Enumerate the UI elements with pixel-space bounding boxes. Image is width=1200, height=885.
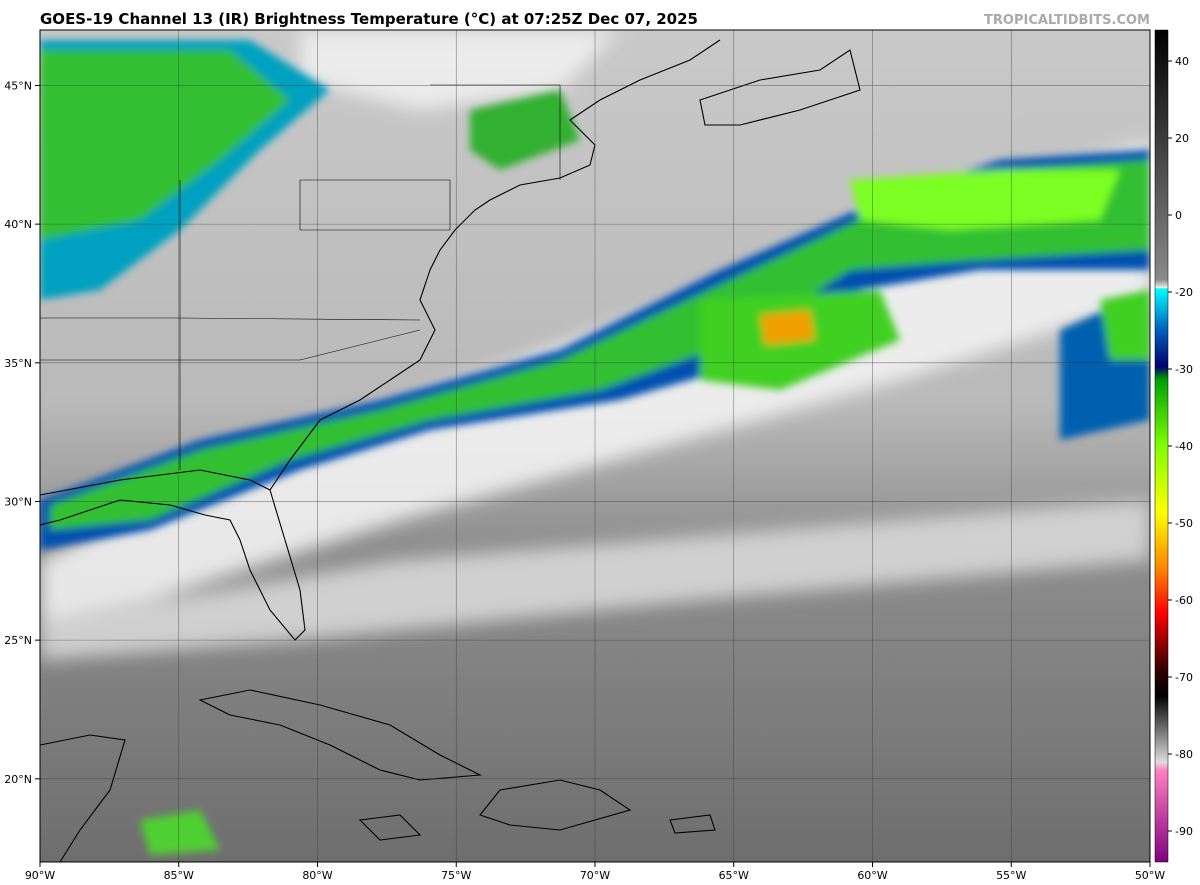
colorbar-label: -30: [1175, 363, 1193, 376]
lat-label: 35°N: [4, 357, 32, 370]
map: [40, 30, 1150, 862]
colorbar-label: -70: [1175, 671, 1193, 684]
lat-label: 20°N: [4, 773, 32, 786]
lat-label: 30°N: [4, 495, 32, 508]
colorbar-label: -20: [1175, 286, 1193, 299]
lon-label: 50°W: [1135, 869, 1165, 882]
lon-label: 60°W: [857, 869, 887, 882]
watermark: TROPICALTIDBITS.COM: [984, 13, 1150, 28]
title: GOES-19 Channel 13 (IR) Brightness Tempe…: [40, 10, 698, 28]
colorbar-label: 20: [1175, 132, 1189, 145]
lon-label: 55°W: [996, 869, 1026, 882]
colorbar-label: -50: [1175, 517, 1193, 530]
lon-label: 75°W: [441, 869, 471, 882]
lon-label: 85°W: [164, 869, 194, 882]
coastlines: [40, 39, 861, 862]
borders: [40, 84, 561, 470]
colorbar-label: -90: [1175, 825, 1193, 838]
lon-label: 90°W: [25, 869, 55, 882]
colorbar-label: -40: [1175, 440, 1193, 453]
lon-label: 65°W: [719, 869, 749, 882]
colorbar-label: -80: [1175, 748, 1193, 761]
lon-label: 70°W: [580, 869, 610, 882]
colorbar-label: 0: [1175, 209, 1182, 222]
colorbar: [1154, 29, 1169, 863]
colorbar-label: 40: [1175, 55, 1189, 68]
lat-label: 40°N: [4, 218, 32, 231]
colorbar-label: -60: [1175, 594, 1193, 607]
lat-label: 45°N: [4, 79, 32, 92]
lat-label: 25°N: [4, 634, 32, 647]
lon-label: 80°W: [302, 869, 332, 882]
